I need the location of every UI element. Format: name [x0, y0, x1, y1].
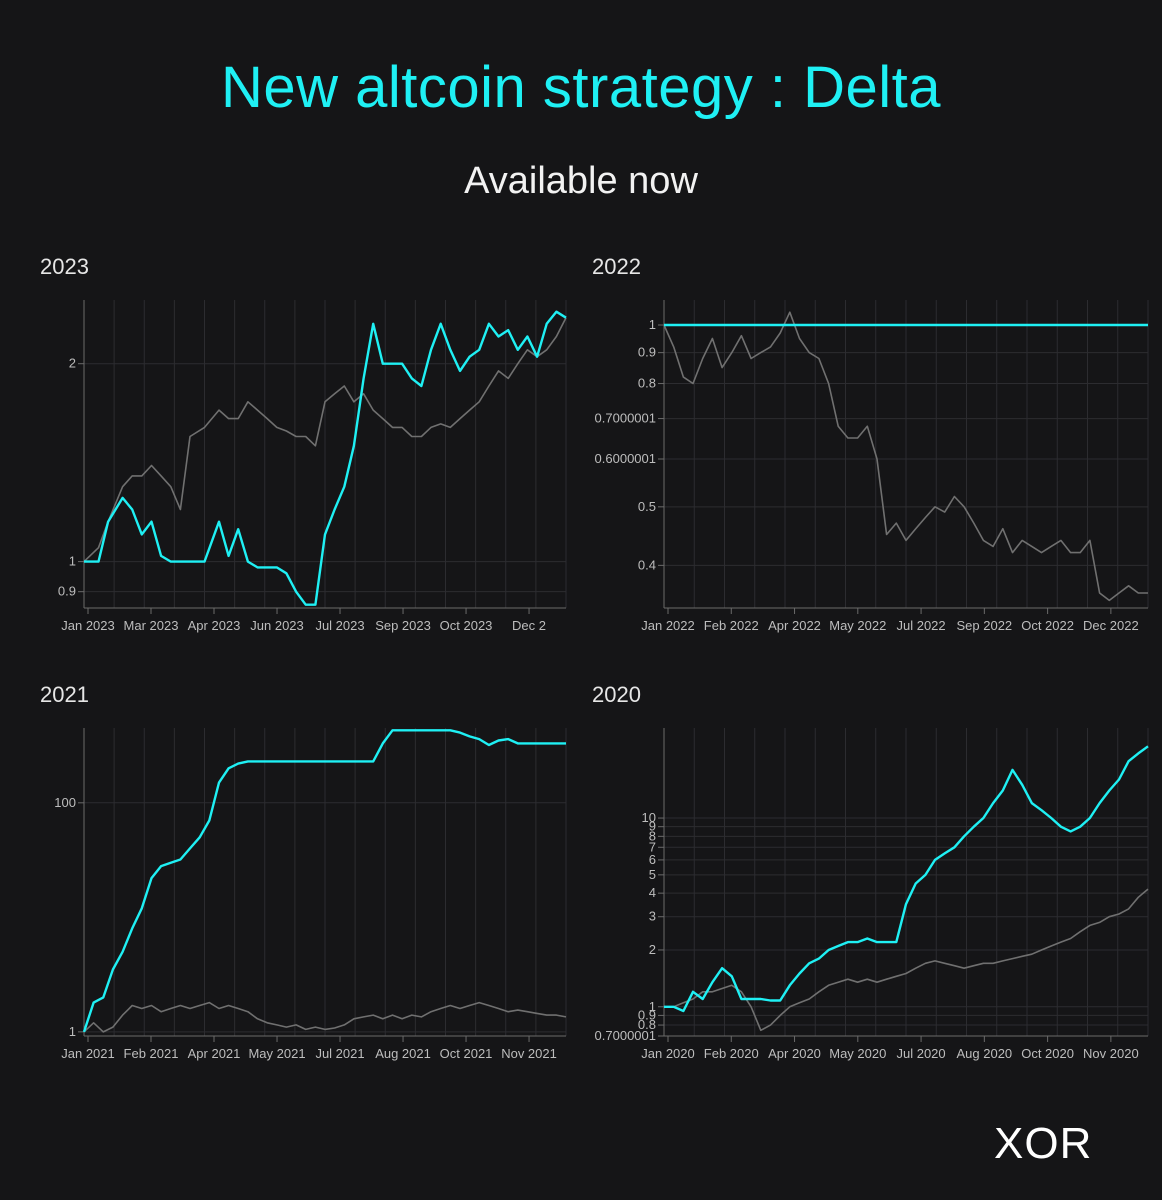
y-tick-label: 0.9	[58, 584, 76, 599]
y-tick-label: 0.9	[638, 1007, 656, 1022]
y-tick-label: 0.8	[638, 1017, 656, 1032]
y-tick-label: 5	[649, 867, 656, 882]
page-title: New altcoin strategy : Delta	[221, 55, 941, 120]
x-tick-label: Nov 2020	[1083, 1046, 1139, 1061]
benchmark-line	[83, 317, 567, 563]
x-tick-label: Dec 2	[512, 618, 546, 633]
chart-2021: 1 100 Jan 2021 Feb 2021 Apr 2021 May 2021 Jul …	[54, 728, 567, 1061]
y-tick-label: 0.4	[638, 557, 656, 572]
x-tick-label: May 2020	[829, 1046, 886, 1061]
logo-text: XOR	[994, 1120, 1092, 1164]
x-tick-label: Oct 2021	[440, 1046, 493, 1061]
benchmark-line	[83, 1001, 567, 1033]
y-tick-label: 8	[649, 828, 656, 843]
x-tick-label: May 2021	[248, 1046, 305, 1061]
x-tick-label: Apr 2022	[768, 618, 821, 633]
y-tick-label: 1	[69, 554, 76, 569]
y-tick-label: 7	[649, 839, 656, 854]
y-tick-label: 1	[649, 999, 656, 1014]
x-tick-label: Feb 2021	[124, 1046, 179, 1061]
chart-2023: 0.9 1 2 Jan 2023 Mar 2023 Apr 2023 Jun 2023 Jul…	[58, 300, 567, 633]
x-tick-label: Jan 2020	[641, 1046, 695, 1061]
chart-title-2020: 2020	[592, 682, 641, 707]
x-tick-label: Apr 2023	[188, 618, 241, 633]
y-tick-label: 4	[649, 885, 656, 900]
benchmark-line	[664, 888, 1149, 1032]
y-tick-label: 2	[69, 356, 76, 371]
x-tick-label: Oct 2020	[1021, 1046, 1074, 1061]
x-tick-label: Oct 2023	[440, 618, 493, 633]
x-tick-label: Oct 2022	[1021, 618, 1074, 633]
x-tick-label: Jul 2021	[315, 1046, 364, 1061]
x-tick-label: Jan 2023	[61, 618, 115, 633]
y-tick-label: 0.8	[638, 376, 656, 391]
chart-title-2022: 2022	[592, 254, 641, 279]
y-tick-label: 9	[649, 819, 656, 834]
x-tick-label: Apr 2021	[188, 1046, 241, 1061]
x-tick-label: Aug 2020	[957, 1046, 1013, 1061]
y-tick-label: 0.6000001	[595, 451, 656, 466]
x-tick-label: Nov 2021	[501, 1046, 557, 1061]
y-tick-label: 0.7000001	[595, 1028, 656, 1043]
strategy-line	[82, 729, 566, 1033]
x-tick-label: Apr 2020	[768, 1046, 821, 1061]
y-tick-label: 6	[649, 852, 656, 867]
chart-title-2023: 2023	[40, 254, 89, 279]
strategy-line	[664, 745, 1149, 1013]
chart-title-2021: 2021	[40, 682, 89, 707]
x-tick-label: Mar 2023	[124, 618, 179, 633]
x-tick-label: Dec 2022	[1083, 618, 1139, 633]
x-tick-label: May 2022	[829, 618, 886, 633]
y-tick-label: 10	[642, 810, 656, 825]
x-tick-label: Feb 2022	[704, 618, 759, 633]
x-tick-label: Jan 2021	[61, 1046, 115, 1061]
x-tick-label: Jul 2022	[896, 618, 945, 633]
x-tick-label: Jul 2020	[896, 1046, 945, 1061]
x-tick-label: Aug 2021	[375, 1046, 431, 1061]
x-tick-label: Feb 2020	[704, 1046, 759, 1061]
x-tick-label: Sep 2022	[957, 618, 1013, 633]
benchmark-line	[663, 311, 1148, 602]
y-tick-label: 0.7000001	[595, 411, 656, 426]
page-subtitle: Available now	[464, 160, 698, 202]
chart-2022: 0.4 0.5 0.6000001 0.7000001 0.8 0.9 1 Jan 2022 F…	[595, 300, 1149, 633]
x-tick-label: Jul 2023	[315, 618, 364, 633]
y-tick-label: 100	[54, 795, 76, 810]
y-tick-label: 0.5	[638, 499, 656, 514]
strategy-line	[84, 310, 567, 606]
x-tick-label: Sep 2023	[375, 618, 431, 633]
x-tick-label: Jun 2023	[250, 618, 304, 633]
xor-logo: XOR	[994, 1120, 1092, 1164]
y-tick-label: 2	[649, 942, 656, 957]
y-tick-label: 1	[649, 317, 656, 332]
y-tick-label: 3	[649, 909, 656, 924]
y-tick-label: 0.9	[638, 345, 656, 360]
y-tick-label: 1	[69, 1024, 76, 1039]
x-tick-label: Jan 2022	[641, 618, 695, 633]
